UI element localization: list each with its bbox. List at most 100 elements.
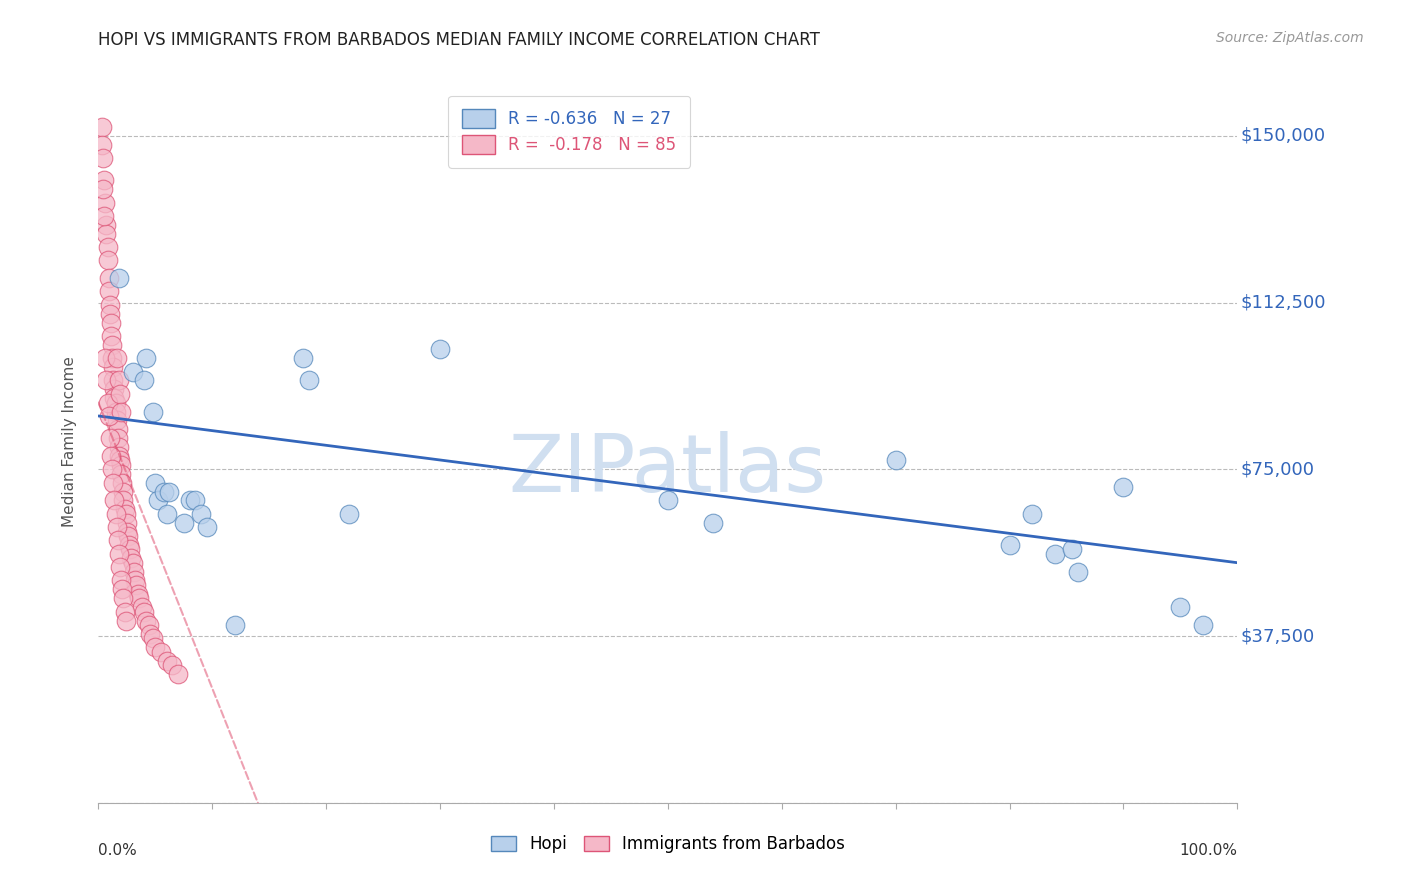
Point — [107, 533, 129, 548]
Point — [1021, 507, 1043, 521]
Point — [292, 351, 315, 366]
Point — [138, 618, 160, 632]
Point — [142, 632, 165, 646]
Point — [884, 453, 907, 467]
Point — [128, 591, 150, 606]
Point — [104, 395, 127, 409]
Point — [96, 253, 118, 268]
Point — [1170, 600, 1192, 615]
Point — [127, 587, 149, 601]
Point — [114, 507, 136, 521]
Point — [1112, 480, 1135, 494]
Point — [100, 316, 122, 330]
Point — [93, 209, 115, 223]
Point — [122, 565, 145, 579]
Text: HOPI VS IMMIGRANTS FROM BARBADOS MEDIAN FAMILY INCOME CORRELATION CHART: HOPI VS IMMIGRANTS FROM BARBADOS MEDIAN … — [98, 31, 820, 49]
Point — [96, 218, 118, 232]
Point — [153, 484, 176, 499]
Point — [108, 373, 131, 387]
Point — [135, 614, 157, 628]
Point — [224, 618, 246, 632]
Text: 0.0%: 0.0% — [98, 843, 138, 857]
Point — [91, 182, 114, 196]
Text: $112,500: $112,500 — [1240, 293, 1326, 311]
Point — [108, 453, 131, 467]
Point — [101, 338, 124, 352]
Point — [105, 351, 128, 366]
Point — [90, 120, 112, 134]
Point — [132, 373, 155, 387]
Point — [94, 351, 117, 366]
Point — [96, 395, 118, 409]
Point — [1192, 618, 1215, 632]
Point — [121, 364, 143, 378]
Point — [132, 605, 155, 619]
Point — [124, 574, 146, 588]
Point — [179, 493, 201, 508]
Point — [156, 653, 179, 667]
Point — [96, 240, 118, 254]
Point — [1043, 547, 1066, 561]
Text: 100.0%: 100.0% — [1180, 843, 1237, 857]
Point — [115, 524, 138, 539]
Point — [101, 462, 124, 476]
Point — [138, 627, 160, 641]
Point — [131, 600, 153, 615]
Point — [121, 556, 143, 570]
Point — [112, 591, 135, 606]
Text: $37,500: $37,500 — [1240, 627, 1315, 645]
Y-axis label: Median Family Income: Median Family Income — [62, 356, 77, 527]
Point — [150, 645, 173, 659]
Point — [104, 404, 127, 418]
Point — [702, 516, 724, 530]
Point — [112, 493, 135, 508]
Point — [108, 440, 131, 454]
Point — [162, 657, 184, 672]
Point — [103, 373, 125, 387]
Point — [657, 493, 679, 508]
Point — [100, 449, 122, 463]
Point — [98, 431, 121, 445]
Point — [111, 475, 134, 490]
Point — [145, 640, 167, 655]
Point — [111, 582, 134, 597]
Point — [100, 329, 122, 343]
Point — [110, 467, 132, 481]
Point — [103, 382, 125, 396]
Point — [125, 578, 148, 592]
Text: ZIPatlas: ZIPatlas — [509, 432, 827, 509]
Point — [108, 560, 131, 574]
Text: $75,000: $75,000 — [1240, 460, 1315, 478]
Point — [96, 227, 118, 241]
Point — [97, 271, 120, 285]
Point — [98, 307, 121, 321]
Point — [118, 538, 141, 552]
Point — [110, 458, 132, 472]
Point — [146, 493, 169, 508]
Point — [114, 502, 136, 516]
Point — [142, 404, 165, 418]
Point — [429, 343, 451, 357]
Point — [103, 391, 125, 405]
Point — [107, 431, 129, 445]
Point — [337, 507, 360, 521]
Text: $150,000: $150,000 — [1240, 127, 1326, 145]
Text: Source: ZipAtlas.com: Source: ZipAtlas.com — [1216, 31, 1364, 45]
Point — [157, 484, 180, 499]
Point — [94, 195, 117, 210]
Point — [108, 547, 131, 561]
Point — [112, 484, 135, 499]
Point — [93, 173, 115, 187]
Point — [105, 413, 128, 427]
Point — [96, 373, 118, 387]
Point — [108, 386, 131, 401]
Point — [120, 542, 142, 557]
Point — [173, 516, 195, 530]
Point — [105, 520, 128, 534]
Point — [108, 449, 131, 463]
Point — [135, 351, 157, 366]
Point — [1067, 565, 1090, 579]
Point — [195, 520, 218, 534]
Point — [110, 574, 132, 588]
Point — [190, 507, 212, 521]
